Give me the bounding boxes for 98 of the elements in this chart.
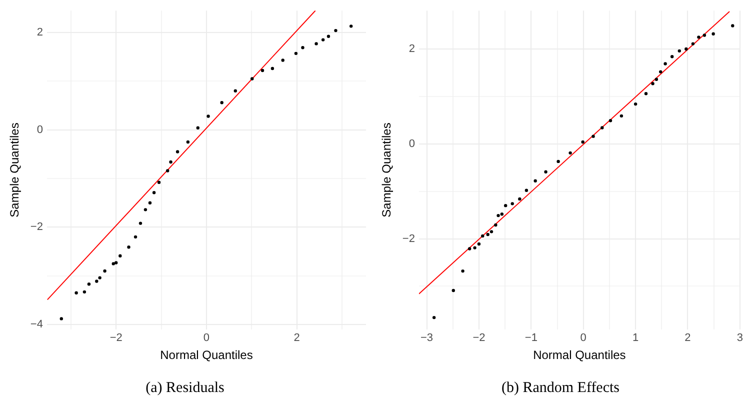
point	[556, 160, 560, 164]
y-tick-label: 0	[36, 124, 43, 136]
point	[281, 58, 284, 62]
point	[82, 290, 86, 294]
point	[608, 119, 612, 122]
point	[504, 204, 508, 208]
point	[157, 180, 161, 184]
x-tick-label: −1	[524, 332, 538, 344]
point	[220, 100, 224, 104]
point	[481, 234, 484, 238]
point	[651, 82, 654, 86]
point	[659, 70, 662, 74]
text: (a) Residuals	[146, 380, 225, 396]
point	[432, 316, 436, 320]
point	[186, 140, 190, 144]
point	[670, 55, 674, 58]
point	[510, 202, 514, 206]
point	[301, 46, 304, 50]
point	[691, 42, 695, 46]
point	[620, 114, 624, 118]
point	[326, 34, 330, 38]
y-tick-label: 2	[36, 26, 43, 39]
x-tick-label: 2	[684, 332, 691, 344]
point	[334, 28, 338, 32]
point	[196, 126, 200, 130]
point	[473, 246, 476, 250]
point	[477, 242, 481, 246]
x-axis-title: Normal Quantiles	[160, 348, 253, 362]
point	[634, 102, 638, 106]
point	[314, 42, 318, 46]
point	[118, 254, 122, 258]
point	[654, 78, 658, 81]
point	[644, 92, 648, 96]
point	[138, 222, 142, 225]
point	[87, 282, 91, 286]
y-axis-title: Sample Quantiles	[8, 122, 22, 218]
x-tick-label: −2	[110, 332, 122, 344]
x-tick-label: 0	[580, 332, 586, 344]
y-tick-label: −2	[30, 221, 43, 234]
point	[544, 170, 548, 174]
point	[152, 191, 156, 194]
point	[74, 291, 78, 294]
point	[678, 49, 681, 53]
point	[524, 188, 528, 192]
point	[500, 212, 504, 216]
y-axis-title: Sample Quantiles	[380, 122, 394, 218]
point	[321, 38, 325, 42]
point	[468, 247, 472, 250]
point	[98, 276, 102, 280]
point	[206, 114, 210, 118]
point	[600, 126, 604, 130]
point	[166, 169, 170, 172]
point	[349, 24, 353, 28]
point	[112, 262, 115, 266]
point	[260, 68, 264, 72]
point	[486, 232, 490, 236]
point	[581, 140, 584, 144]
point	[169, 160, 172, 164]
y-tick-label: 0	[408, 138, 415, 150]
x-axis-title: Normal Quantiles	[533, 348, 626, 362]
point	[664, 62, 667, 66]
point	[176, 150, 180, 154]
x-tick-label: 3	[736, 332, 744, 344]
point	[270, 66, 274, 70]
x-tick-label: −3	[420, 332, 434, 344]
point	[114, 261, 118, 264]
y-tick-label: −4	[30, 318, 43, 331]
point	[534, 179, 537, 183]
point	[144, 208, 148, 212]
point	[731, 24, 734, 28]
x-tick-label: 1	[632, 332, 639, 344]
point	[234, 89, 237, 93]
point	[250, 77, 254, 80]
point	[103, 269, 106, 273]
point	[702, 34, 706, 37]
point	[60, 317, 64, 320]
x-tick-label: 2	[294, 332, 300, 344]
point	[592, 134, 595, 138]
point	[518, 197, 522, 201]
point	[127, 246, 130, 249]
text: (b) Random Effects	[501, 380, 620, 396]
point	[134, 235, 138, 239]
point	[494, 223, 498, 227]
point	[568, 151, 572, 155]
y-tick-label: 2	[408, 43, 415, 56]
point	[294, 52, 298, 56]
x-tick-label: −2	[472, 332, 486, 344]
point	[148, 201, 152, 204]
point	[496, 214, 500, 218]
point	[490, 230, 494, 234]
y-tick-label: −2	[402, 232, 415, 245]
point	[452, 288, 455, 292]
point	[697, 36, 700, 39]
point	[95, 280, 98, 283]
point	[684, 47, 688, 51]
point	[712, 32, 715, 36]
x-tick-label: 0	[203, 332, 210, 344]
point	[461, 269, 464, 273]
